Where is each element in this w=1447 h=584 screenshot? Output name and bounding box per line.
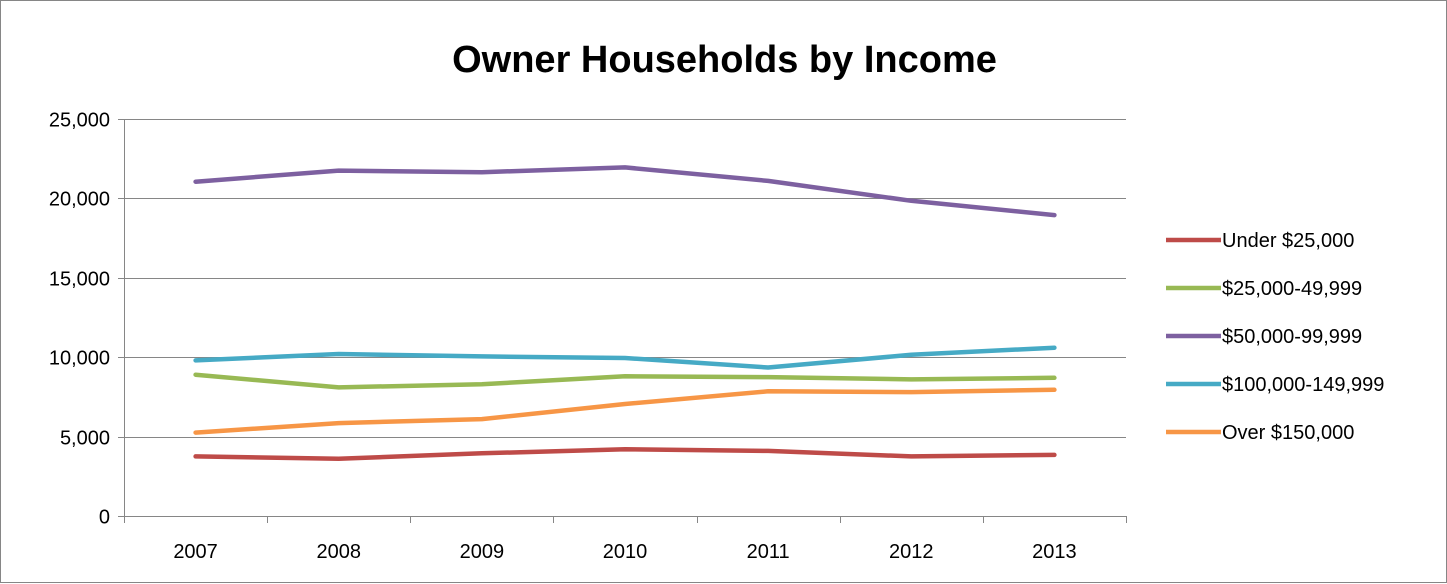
- legend-label: Over $150,000: [1222, 422, 1354, 444]
- series-lines: [193, 165, 1057, 462]
- y-tick-label: 10,000: [49, 348, 110, 370]
- x-tick-label: 2008: [316, 541, 361, 563]
- x-tick-label: 2011: [747, 541, 790, 563]
- series-line: [193, 447, 1057, 462]
- y-tick-label: 5,000: [60, 428, 110, 450]
- x-tick-label: 2010: [603, 541, 648, 563]
- series-line: [193, 165, 1057, 218]
- legend-label: Under $25,000: [1222, 230, 1354, 252]
- x-tick-label: 2012: [889, 541, 934, 563]
- series-line: [193, 372, 1057, 390]
- x-tick-label: 2007: [173, 541, 218, 563]
- series-line: [193, 387, 1057, 435]
- y-tick-label: 25,000: [49, 110, 110, 132]
- series-line: [193, 345, 1057, 370]
- legend-label: $50,000-99,999: [1222, 326, 1362, 348]
- axes: 0 5,000 10,000 15,000 20,000 25,000 2007 2008 20…: [49, 110, 1127, 563]
- y-tick-label: 15,000: [49, 269, 110, 291]
- x-tick-label: 2009: [460, 541, 505, 563]
- y-tick-label: 20,000: [49, 189, 110, 211]
- x-tick-label: 2013: [1032, 541, 1077, 563]
- legend-label: $25,000-49,999: [1222, 278, 1362, 300]
- y-tick-label: 0: [99, 507, 110, 529]
- legend-label: $100,000-149,999: [1222, 374, 1384, 396]
- chart-title: Owner Households by Income: [452, 39, 997, 81]
- legend: Under $25,000 $25,000-49,999 $50,000-99,99…: [1166, 230, 1384, 444]
